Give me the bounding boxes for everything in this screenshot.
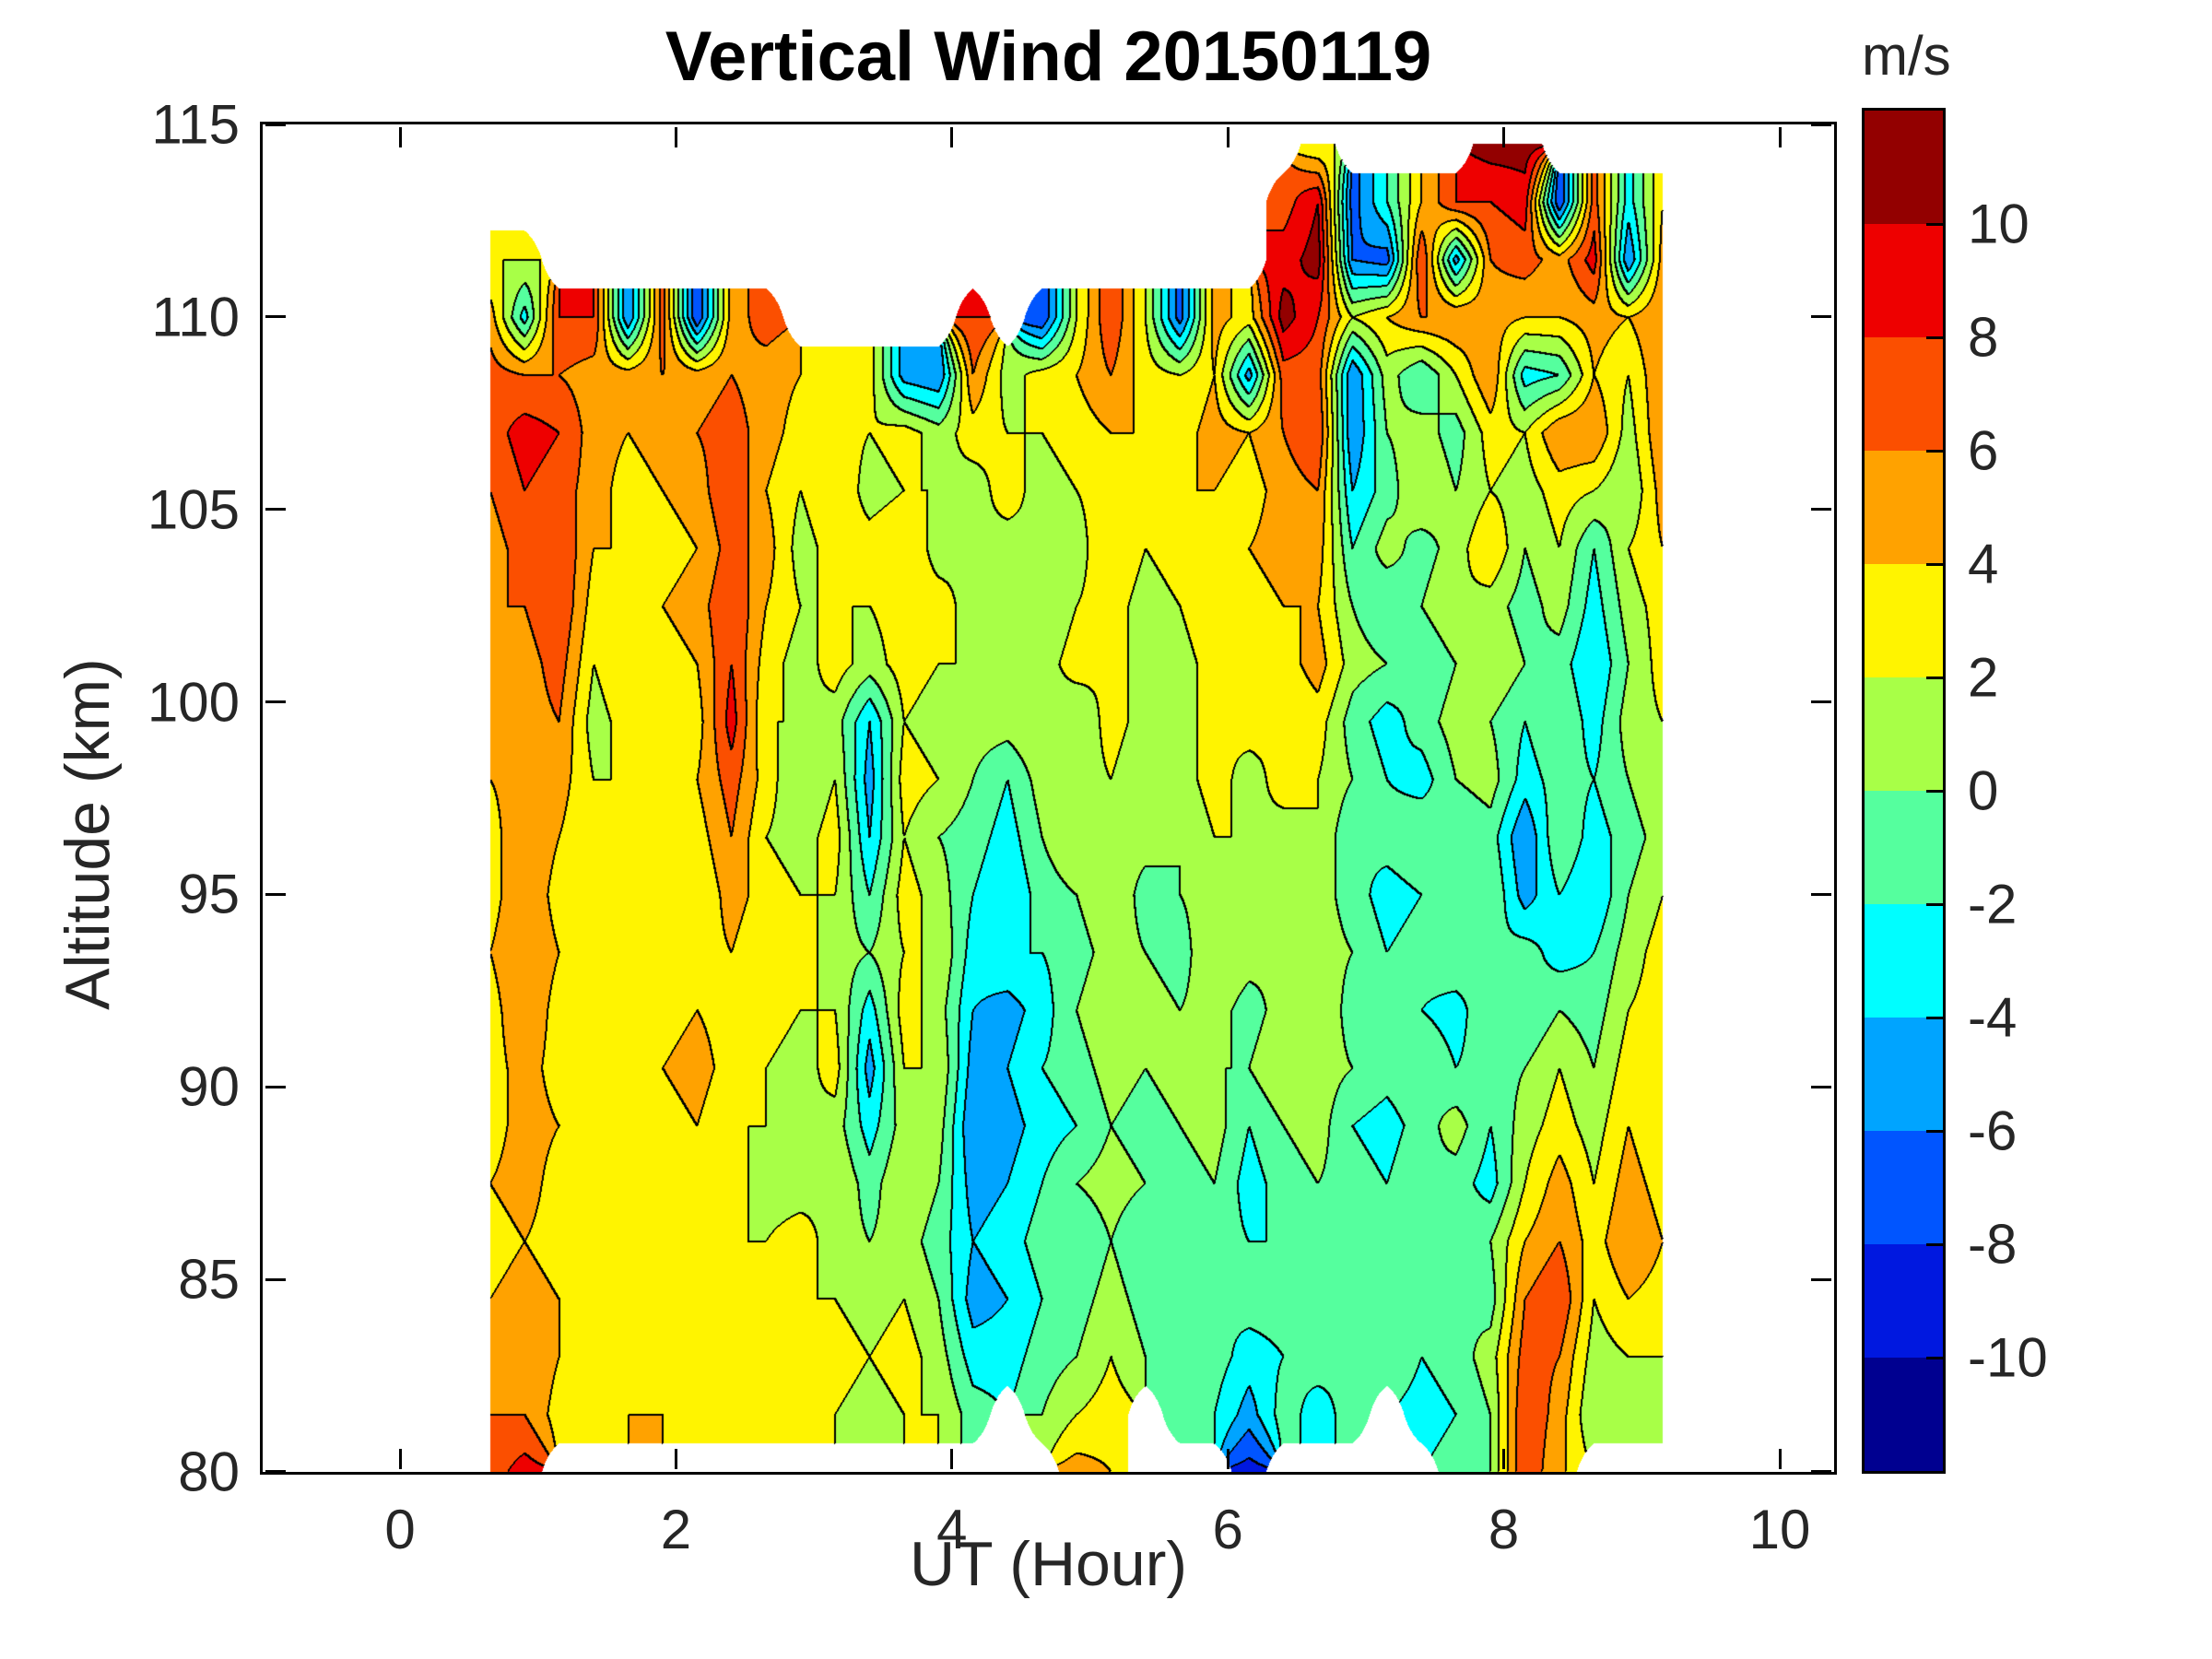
colorbar-tick-label: 0 [1968, 759, 1999, 822]
colorbar-tick-label: 8 [1968, 306, 1999, 369]
colorbar-band [1865, 337, 1943, 451]
colorbar-band [1865, 224, 1943, 337]
colorbar-tick-label: -8 [1968, 1213, 2018, 1276]
y-tick-label: 115 [151, 93, 240, 156]
colorbar [1862, 108, 1946, 1474]
colorbar-band [1865, 1131, 1943, 1244]
colorbar-band [1865, 904, 1943, 1018]
y-tick-label: 110 [151, 286, 240, 348]
colorbar-tick-label: -2 [1968, 873, 2018, 935]
x-axis-label: UT (Hour) [910, 1529, 1187, 1599]
colorbar-band [1865, 451, 1943, 564]
colorbar-band [1865, 111, 1943, 224]
colorbar-band [1865, 1018, 1943, 1131]
y-tick-label: 85 [178, 1248, 240, 1311]
colorbar-unit-label: m/s [1862, 25, 1951, 87]
colorbar-band [1865, 677, 1943, 791]
colorbar-tick-label: 6 [1968, 419, 1999, 482]
colorbar-band [1865, 1244, 1943, 1358]
colorbar-band [1865, 564, 1943, 677]
y-tick-label: 90 [178, 1055, 240, 1118]
chart-title: Vertical Wind 20150119 [665, 18, 1432, 96]
colorbar-tick-label: 4 [1968, 533, 1999, 595]
y-axis-label: Altitude (km) [53, 658, 123, 1010]
colorbar-band [1865, 1358, 1943, 1471]
colorbar-tick-label: -6 [1968, 1100, 2018, 1162]
colorbar-tick-label: 10 [1968, 193, 2030, 255]
colorbar-band [1865, 791, 1943, 904]
contour-plot-canvas [263, 124, 1834, 1472]
y-tick-label: 80 [178, 1441, 240, 1503]
colorbar-tick-label: -10 [1968, 1326, 2048, 1389]
colorbar-tick-label: 2 [1968, 646, 1999, 709]
y-tick-label: 105 [147, 478, 240, 541]
colorbar-tick-label: -4 [1968, 986, 2018, 1049]
